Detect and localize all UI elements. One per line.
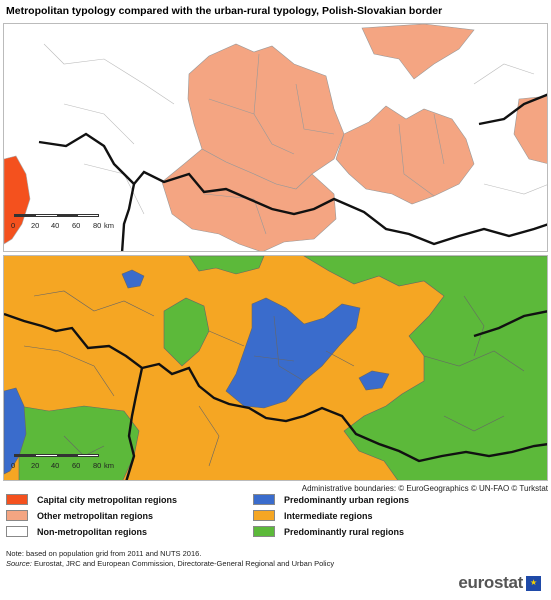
region-urban-small-north: [121, 269, 145, 289]
legend-item-non-metro: Non-metropolitan regions: [6, 526, 147, 537]
region-urban-central: [225, 297, 361, 409]
national-border-east: [473, 310, 547, 338]
legend-item-other-metro: Other metropolitan regions: [6, 510, 153, 521]
legend-swatch: [6, 510, 28, 521]
note-text: Note: based on population grid from 2011…: [6, 549, 202, 558]
legend-item-urban: Predominantly urban regions: [253, 494, 409, 505]
region-capital-metro: [4, 155, 31, 245]
national-border-west: [125, 367, 144, 480]
legend-swatch: [6, 494, 28, 505]
source-text: Source: Eurostat, JRC and European Commi…: [6, 559, 335, 568]
attribution-text: Administrative boundaries: © EuroGeograp…: [301, 484, 548, 493]
eu-flag-icon: ★: [526, 575, 541, 591]
national-border-pl-sk: [4, 312, 547, 463]
legend-item-rural: Predominantly rural regions: [253, 526, 404, 537]
chart-title: Metropolitan typology compared with the …: [6, 5, 443, 17]
legend-swatch: [253, 510, 275, 521]
region-urban-left-edge: [4, 387, 27, 475]
legend-item-intermediate: Intermediate regions: [253, 510, 373, 521]
region-rural-bottom-left: [18, 405, 140, 480]
map-top-svg: [4, 24, 547, 251]
legend-swatch: [253, 526, 275, 537]
legend-swatch: [253, 494, 275, 505]
legend-item-capital-metro: Capital city metropolitan regions: [6, 494, 177, 505]
region-other-metro-ne: [361, 24, 475, 80]
eurostat-logo: eurostat ★: [458, 573, 541, 593]
region-rural-top-right: [303, 256, 547, 480]
map-urban-rural-typology: 0 20 40 60 80 km: [3, 255, 548, 481]
region-rural-center-left: [163, 297, 210, 367]
national-border-east: [478, 93, 547, 126]
region-other-metro-east: [335, 105, 475, 205]
national-border-pl-sk: [38, 132, 547, 246]
map-metropolitan-typology: 0 20 40 60 80 km: [3, 23, 548, 252]
map-bottom-svg: [4, 256, 547, 480]
region-rural-top-center: [188, 256, 265, 275]
national-border-west: [120, 183, 136, 251]
legend-swatch: [6, 526, 28, 537]
region-urban-east-small: [358, 370, 390, 391]
